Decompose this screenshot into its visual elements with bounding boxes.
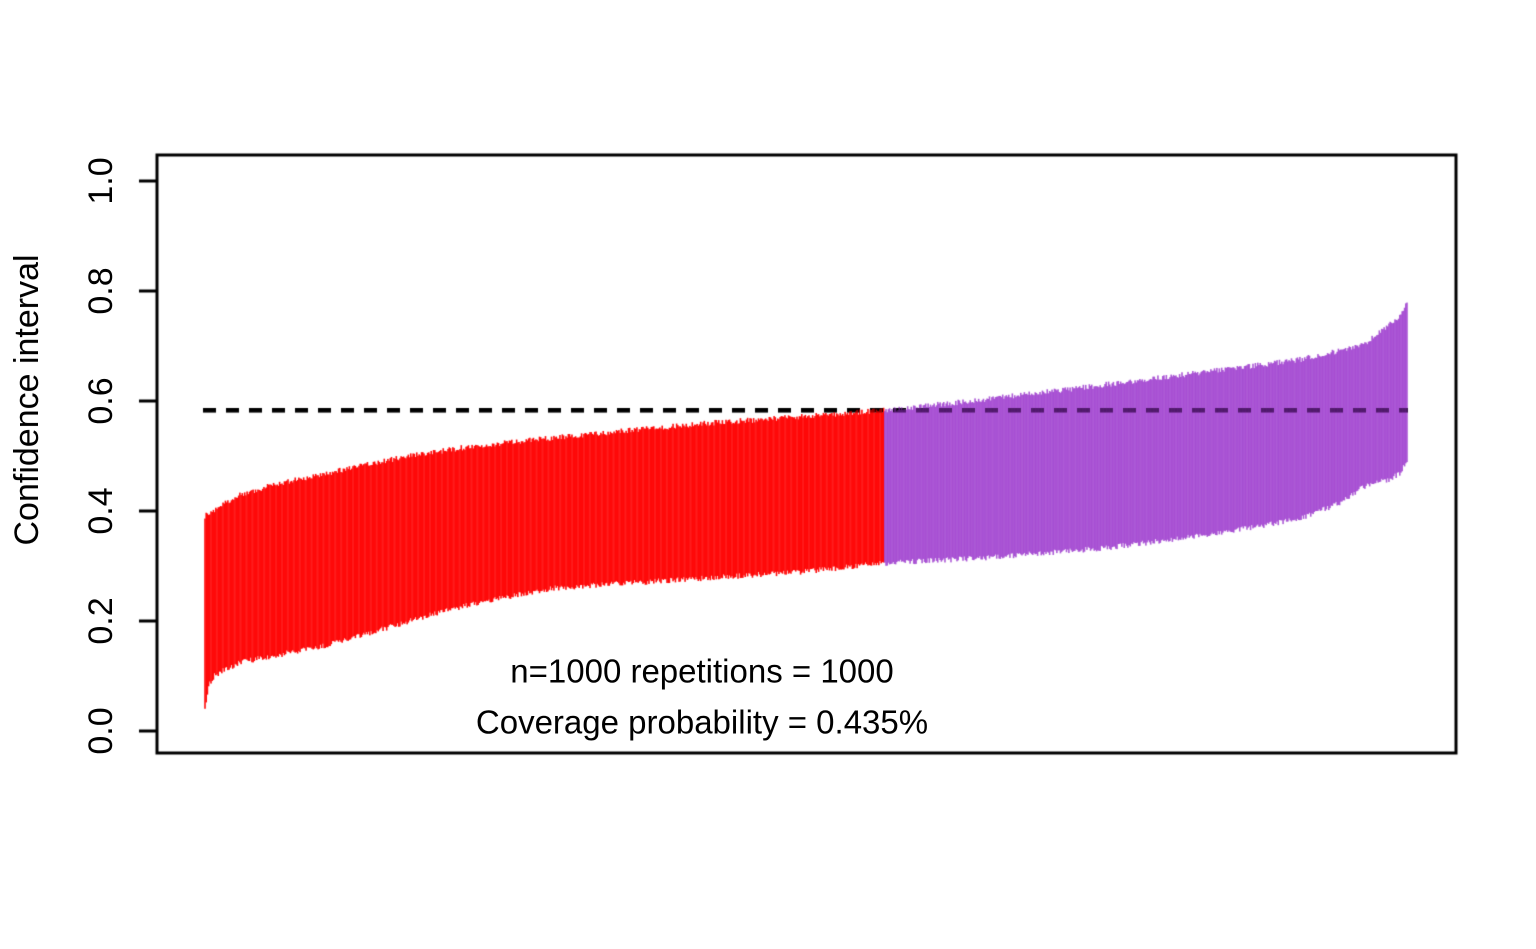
y-tick-label-0-8: 0.8: [82, 267, 120, 315]
y-tick-label-0-4: 0.4: [82, 487, 120, 535]
y-tick-label-0-0: 0.0: [82, 707, 120, 755]
y-tick-label-1-0: 1.0: [82, 157, 120, 205]
y-tick-label-0-6: 0.6: [82, 377, 120, 425]
y-axis-title: Confidence interval: [8, 254, 46, 546]
annotation-sample-size: n=1000 repetitions = 1000: [510, 652, 894, 690]
y-tick-label-0-2: 0.2: [82, 597, 120, 645]
annotation-coverage-probability: Coverage probability = 0.435%: [475, 703, 929, 741]
